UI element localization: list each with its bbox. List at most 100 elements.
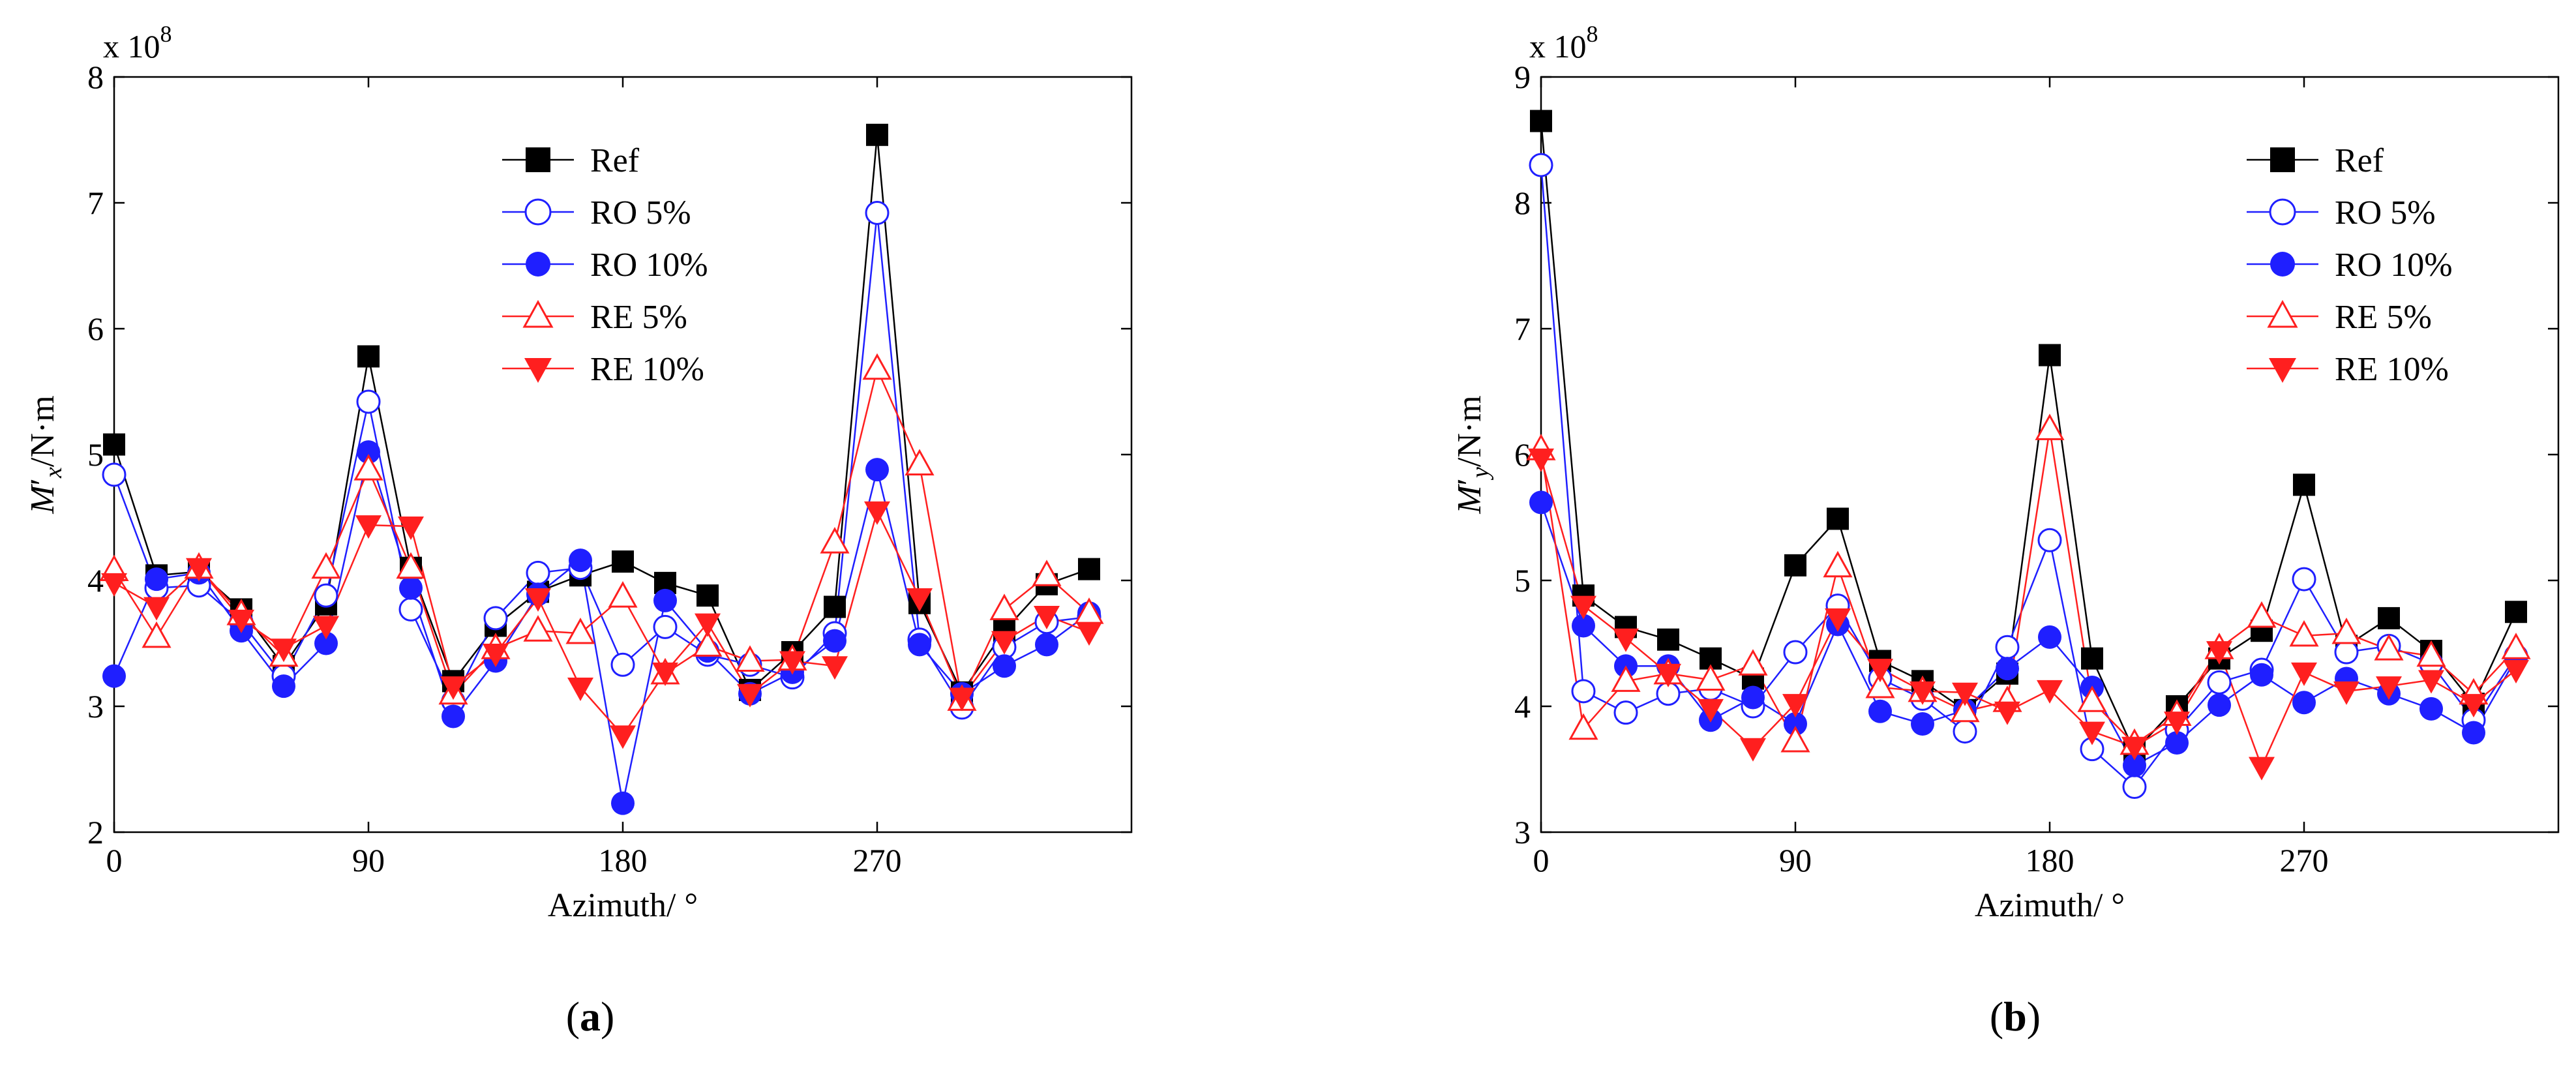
- data-point-ref-a: [824, 595, 846, 618]
- data-point-re10-b: [1698, 698, 1724, 723]
- data-point-re10-a: [398, 517, 424, 541]
- y-tick-label: 5: [1514, 562, 1531, 599]
- data-point-ro5-a: [398, 597, 423, 622]
- data-point-ro10-a: [569, 548, 592, 573]
- data-point-re10-a: [864, 501, 890, 525]
- data-point-ro5-a: [314, 583, 338, 608]
- data-point-re10-b: [1570, 595, 1596, 620]
- y-tick-label: 8: [87, 59, 104, 95]
- data-point-re10-a: [186, 558, 212, 582]
- legend-entry-re10-a: RE 10%: [502, 351, 704, 388]
- svg-text:Ref: Ref: [2335, 142, 2384, 179]
- data-point-ref-a: [866, 123, 888, 146]
- plot-frame-a: [113, 76, 1133, 833]
- data-point-ro5-a: [610, 652, 635, 677]
- svg-text:RE 10%: RE 10%: [2335, 351, 2449, 388]
- series-line-ro10-b: [1540, 502, 2517, 767]
- series-line-re10-b: [1540, 458, 2517, 769]
- series-line-re5-b: [1540, 429, 2517, 745]
- data-point-re10-a: [991, 631, 1017, 655]
- series-markers-b: [1526, 110, 2531, 800]
- data-point-ro10-a: [993, 654, 1016, 678]
- legend-entry-ro5-a: RO 5%: [502, 194, 691, 232]
- data-point-ref-b: [2293, 473, 2315, 496]
- data-point-ro10-b: [1868, 699, 1892, 723]
- data-point-ro10-b: [1741, 685, 1765, 710]
- data-point-ref-b: [1657, 628, 1679, 651]
- data-point-re10-b: [1952, 682, 1978, 706]
- legend-a: Ref RO 5% RO 10% RE 5% RE 10%: [502, 142, 708, 388]
- data-point-re5-b: [1950, 695, 1980, 723]
- data-point-re5-a: [523, 615, 553, 642]
- data-point-re10-a: [143, 597, 170, 621]
- data-point-re10-b: [2121, 736, 2148, 760]
- data-point-ro5-b: [2122, 775, 2147, 800]
- y-tick-label: 5: [87, 436, 104, 473]
- data-point-re10-a: [779, 651, 805, 675]
- data-point-ro5-a: [483, 606, 508, 631]
- data-point-ref-b: [1827, 507, 1849, 530]
- svg-text:Ref: Ref: [590, 142, 640, 179]
- data-point-re10-a: [313, 616, 339, 640]
- y-axis-label-b: M′y/N·m: [1451, 395, 1494, 514]
- data-point-re10-b: [2333, 681, 2359, 705]
- data-point-ro10-b: [2292, 691, 2316, 715]
- series-line-re10-a: [113, 509, 1090, 737]
- data-point-re10-a: [271, 638, 297, 663]
- data-point-re10-a: [906, 588, 933, 612]
- data-point-ro10-a: [399, 576, 423, 600]
- data-point-re5-b: [2289, 620, 2319, 647]
- data-point-re10-b: [2079, 721, 2105, 745]
- data-point-ro10-b: [1911, 712, 1934, 736]
- data-point-re5-b: [1696, 664, 1726, 691]
- data-point-ref-a: [612, 550, 634, 573]
- data-point-re5-a: [608, 581, 638, 608]
- svg-text:RO 5%: RO 5%: [2335, 194, 2436, 232]
- data-point-ro10-b: [1529, 490, 1553, 515]
- data-point-re5-b: [2247, 601, 2277, 628]
- data-point-re5-b: [1823, 550, 1853, 578]
- data-point-ro5-b: [1995, 635, 2020, 659]
- data-point-ro5-b: [1529, 153, 1553, 177]
- data-point-re10-a: [567, 678, 593, 702]
- x-tick-label: 90: [1779, 842, 1812, 878]
- legend-entry-ro10-a: RO 10%: [502, 247, 708, 284]
- data-point-re5-a: [311, 552, 341, 579]
- y-tick-label: 2: [87, 814, 104, 850]
- data-point-re5-b: [2374, 634, 2404, 661]
- data-point-ro10-a: [442, 704, 465, 728]
- data-point-ref-b: [2378, 607, 2400, 629]
- axis-ticks-b: 0 90 180 270 3 4 5 6 7 8 9: [1514, 59, 2558, 878]
- data-point-ref-b: [2505, 601, 2527, 623]
- data-point-ref-b: [2081, 647, 2103, 670]
- data-point-re10-b: [1528, 448, 1554, 472]
- data-point-re10-a: [101, 573, 127, 597]
- data-point-re5-a: [142, 621, 172, 648]
- data-point-re10-b: [1825, 608, 1851, 632]
- data-point-re10-a: [1034, 606, 1060, 630]
- svg-text:RE 5%: RE 5%: [590, 299, 687, 336]
- data-point-ref-a: [103, 433, 125, 456]
- data-point-re5-a: [735, 645, 765, 672]
- series-lines-a: [113, 134, 1090, 803]
- data-point-re5-b: [1568, 713, 1598, 740]
- data-point-re10-b: [2249, 757, 2275, 781]
- y-tick-label: 6: [1514, 436, 1531, 473]
- x-tick-label: 90: [352, 842, 385, 878]
- data-point-ro10-b: [2165, 730, 2189, 755]
- data-point-ro10-b: [1784, 712, 1807, 736]
- data-point-ro10-b: [2462, 721, 2485, 745]
- data-point-ro10-a: [1035, 633, 1058, 657]
- data-point-re5-b: [2035, 413, 2065, 440]
- data-point-ro10-b: [2038, 625, 2061, 649]
- data-point-ro10-b: [2208, 693, 2231, 717]
- data-point-ro10-a: [102, 664, 126, 688]
- data-point-re10-b: [1655, 663, 1681, 687]
- legend-entry-re5-b: RE 5%: [2247, 299, 2432, 336]
- data-point-re5-b: [1780, 725, 1810, 753]
- data-point-ro10-a: [272, 674, 295, 698]
- y-tick-label: 9: [1514, 59, 1531, 95]
- data-point-re5-a: [905, 449, 935, 475]
- data-point-re10-b: [1994, 701, 2020, 725]
- data-point-re10-b: [2418, 670, 2444, 694]
